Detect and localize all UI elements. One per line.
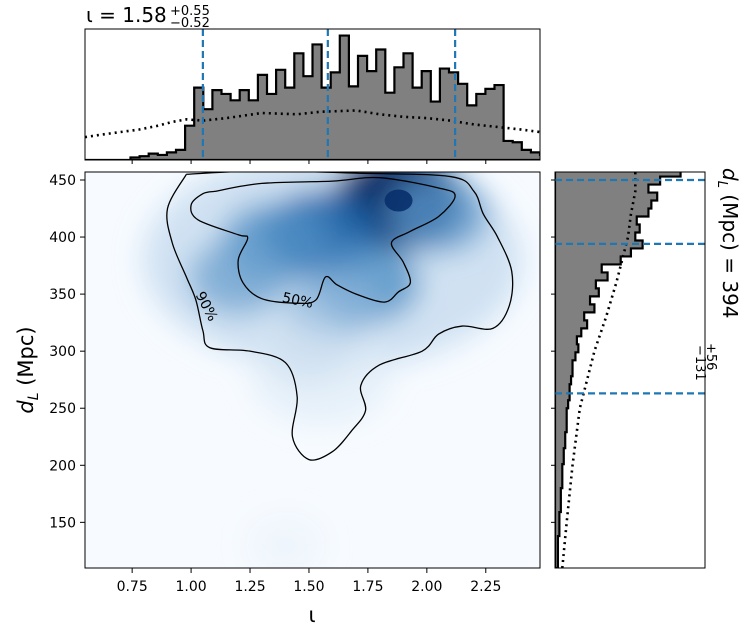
top-panel-frame: [84, 28, 541, 161]
top-title-minus: −0.52: [170, 16, 210, 31]
x-axis-label: ι: [308, 603, 315, 627]
density-core: [384, 189, 413, 212]
y-tick-label-6: 450: [49, 173, 76, 189]
right-quantile-lines: [555, 178, 705, 395]
y-tick-label-2: 250: [49, 401, 76, 417]
top-title-plus: +0.55: [170, 4, 210, 19]
top-prior-curve: [85, 109, 540, 139]
y-axis-label: dL (Mpc): [14, 326, 42, 413]
top-posterior-histogram: [85, 34, 540, 160]
y-tick-label-0: 150: [49, 515, 76, 531]
x-tick-label-0: 0.75: [117, 579, 148, 595]
contour-label-50: 50%: [281, 290, 315, 312]
contour-90: [166, 172, 514, 461]
right-marginal-panel: dL (Mpc) = 394 +56 −131: [551, 168, 742, 569]
x-axis-ticks: 0.75 1.00 1.25 1.50 1.75 2.00 2.25: [117, 568, 501, 595]
density-peak-7: [268, 319, 350, 383]
heatmap-density: [142, 172, 523, 568]
y-tick-label-1: 200: [49, 458, 76, 474]
top-x-ticks: [131, 160, 487, 164]
x-tick-label-3: 1.50: [293, 579, 324, 595]
right-posterior-histogram: [555, 172, 682, 568]
joint-panel-frame: [84, 171, 541, 569]
top-marginal-panel: ι = 1.58 +0.55 −0.52: [84, 3, 541, 164]
density-peak-8: [247, 516, 324, 568]
right-panel-frame: [554, 171, 706, 569]
x-tick-label-2: 1.25: [234, 579, 265, 595]
y-tick-label-3: 300: [49, 344, 76, 360]
y-tick-label-5: 400: [49, 230, 76, 246]
right-y-ticks: [551, 179, 555, 523]
x-tick-label-6: 2.25: [470, 579, 501, 595]
top-title: ι = 1.58: [86, 3, 167, 27]
x-tick-label-5: 2.00: [411, 579, 442, 595]
density-peak-4: [188, 239, 288, 315]
right-title: dL (Mpc) = 394: [714, 168, 742, 319]
y-axis-ticks: 150 200 250 300 350 400 450: [49, 173, 85, 531]
joint-density-panel: 50% 90% 0.75 1.00 1.25 1.50 1.75 2.00 2.25 150…: [14, 171, 541, 627]
density-peak-5: [387, 175, 490, 254]
x-tick-label-4: 1.75: [352, 579, 383, 595]
contour-50: [190, 176, 456, 305]
x-tick-label-1: 1.00: [176, 579, 207, 595]
y-tick-label-4: 350: [49, 287, 76, 303]
right-title-plus: +56: [703, 343, 718, 370]
right-title-minus: −131: [692, 345, 707, 381]
